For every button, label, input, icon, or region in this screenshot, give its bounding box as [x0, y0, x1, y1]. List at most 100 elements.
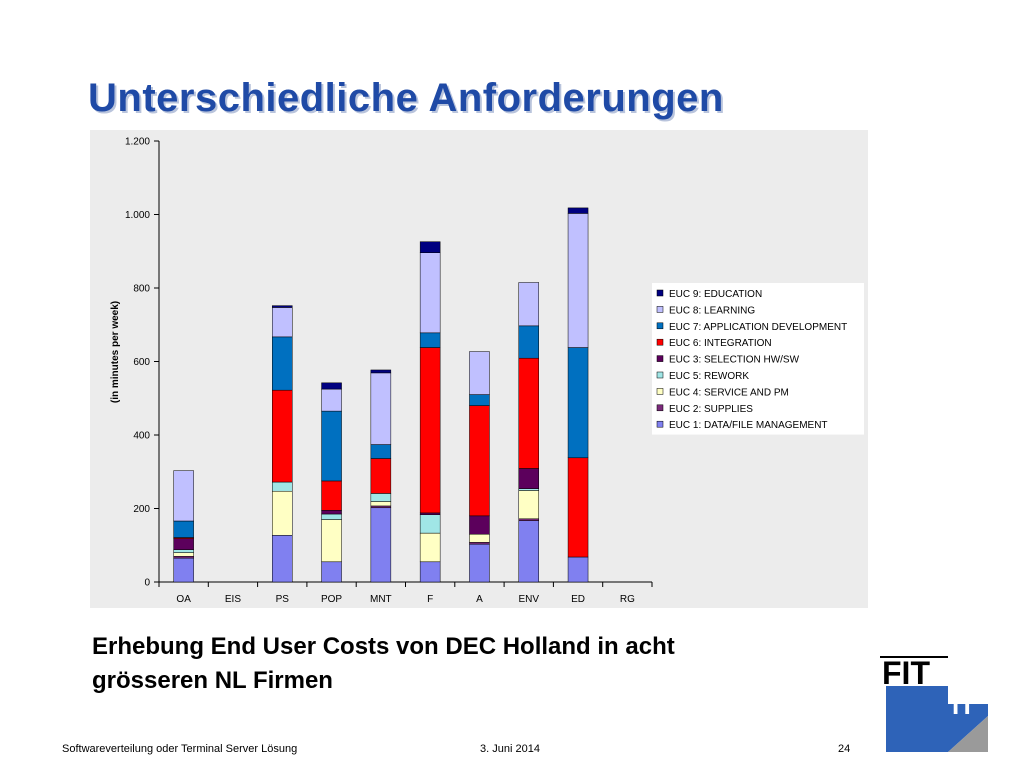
x-tick-label: MNT: [370, 594, 392, 605]
slide-title: Unterschiedliche Anforderungen: [88, 76, 724, 120]
legend-swatch: [656, 371, 664, 379]
bar-segment-oa-euc-2: [173, 556, 194, 559]
bar-segment-pop-euc-5: [321, 513, 342, 520]
bar-segment-mnt-euc-9: [370, 369, 392, 374]
bar-segment-ps-euc-6: [272, 389, 293, 483]
y-tick-label: 800: [133, 284, 150, 295]
bar-segment-ed-euc-7: [567, 347, 589, 459]
footer-date: 3. Juni 2014: [480, 743, 540, 755]
legend-label: EUC 7: APPLICATION DEVELOPMENT: [669, 322, 847, 333]
bar-segment-a-euc-1: [469, 543, 490, 583]
bar-segment-oa-euc-4: [173, 552, 194, 557]
bar-segment-ed-euc-8: [567, 213, 589, 348]
y-axis-title: (in minutes per week): [110, 301, 121, 403]
footer-page-number: 24: [838, 743, 851, 755]
x-tick-label: EIS: [225, 594, 241, 605]
chart-area: 0 200 400 600 800 1.000 1.200 OA EIS PS POP MNT F A EN…: [90, 130, 868, 608]
legend-swatch: [656, 306, 664, 313]
logo-square: [886, 686, 948, 752]
legend-swatch: [656, 388, 664, 395]
bar-segment-a-euc-4: [469, 533, 490, 543]
legend-swatch: [656, 322, 664, 330]
x-tick-label: OA: [176, 594, 191, 605]
bar-segment-oa-euc-3: [173, 538, 194, 550]
legend-label: EUC 1: DATA/FILE MANAGEMENT: [669, 420, 828, 431]
bar-segment-env-euc-8: [518, 282, 539, 327]
bar-segment-oa-euc-7: [173, 520, 194, 538]
bar-segment-f-euc-1: [419, 561, 441, 583]
legend-label: EUC 6: INTEGRATION: [669, 338, 772, 349]
logo-word-it: IT: [952, 690, 975, 720]
bar-segment-mnt-euc-2: [370, 505, 392, 509]
y-tick-label: 0: [144, 578, 150, 589]
bar-segment-a-euc-3: [469, 515, 490, 535]
legend-label: EUC 8: LEARNING: [669, 305, 755, 316]
bar-segment-f-euc-6: [419, 347, 441, 514]
bar-segment-pop-euc-1: [321, 561, 342, 583]
stacked-bar-chart: 0 200 400 600 800 1.000 1.200 OA EIS PS POP MNT F A EN…: [110, 137, 864, 605]
bar-segment-mnt-euc-7: [370, 444, 392, 459]
bar-segment-ed-euc-9: [567, 207, 589, 214]
legend-label: EUC 9: EDUCATION: [669, 289, 762, 300]
bar-segment-mnt-euc-1: [370, 507, 392, 583]
slide-subtitle: Erhebung End User Costs von DEC Holland …: [92, 630, 675, 698]
bar-segment-mnt-euc-8: [370, 372, 392, 445]
bar-segment-pop-euc-3: [321, 510, 342, 515]
bar-segment-oa-euc-5: [173, 549, 194, 553]
x-tick-label: PS: [276, 594, 290, 605]
logo-word-fit: FIT: [882, 655, 930, 691]
bar-segment-f-euc-5: [419, 514, 441, 534]
fit-it-logo: FIT IT: [880, 655, 990, 752]
bar-segment-ps-euc-5: [272, 481, 293, 492]
bar-segment-oa-euc-8: [173, 470, 194, 522]
bar-segment-oa-euc-1: [173, 557, 194, 583]
bar-segment-env-euc-4: [518, 490, 539, 520]
bar-segment-a-euc-6: [469, 405, 490, 517]
x-tick-label: POP: [321, 594, 342, 605]
bar-segment-ps-euc-4: [272, 490, 293, 536]
subtitle-line-2: grösseren NL Firmen: [92, 667, 333, 694]
bar-segment-pop-euc-8: [321, 388, 342, 412]
bar-segment-env-euc-2: [518, 518, 539, 521]
bar-segment-f-euc-7: [419, 332, 441, 348]
bar-segment-ps-euc-8: [272, 307, 293, 338]
bar-segment-ed-euc-1: [567, 556, 589, 583]
subtitle-line-1: Erhebung End User Costs von DEC Holland …: [92, 633, 675, 660]
bar-segment-env-euc-7: [518, 325, 539, 359]
bar-segment-a-euc-2: [469, 542, 490, 545]
y-tick-label: 400: [133, 431, 150, 442]
x-tick-label: ED: [571, 594, 585, 605]
bar-segment-env-euc-3: [518, 468, 539, 489]
x-tick-label: RG: [620, 594, 635, 605]
bar-segment-f-euc-8: [419, 252, 441, 334]
legend-swatch: [656, 420, 664, 428]
logo-triangle: [948, 716, 988, 752]
legend-label: EUC 4: SERVICE AND PM: [669, 387, 789, 398]
bar-segment-f-euc-4: [419, 532, 441, 563]
bar-segment-mnt-euc-5: [370, 493, 392, 502]
x-tick-label: A: [476, 594, 483, 605]
bar-segment-pop-euc-4: [321, 519, 342, 563]
bar-segment-env-euc-6: [518, 357, 539, 469]
legend-label: EUC 2: SUPPLIES: [669, 404, 753, 415]
bar-segment-env-euc-5: [518, 488, 539, 491]
bar-segment-ps-euc-1: [272, 535, 293, 583]
y-tick-label: 200: [133, 504, 150, 515]
bar-segment-mnt-euc-4: [370, 501, 392, 507]
bar-segment-f-euc-3: [419, 512, 441, 515]
legend-swatch: [656, 355, 664, 362]
bar-segment-a-euc-7: [469, 394, 490, 406]
logo-rule: [880, 656, 948, 658]
legend-label: EUC 3: SELECTION HW/SW: [669, 355, 800, 366]
footer-presentation-title: Softwareverteilung oder Terminal Server …: [62, 743, 298, 755]
logo-band: [948, 704, 988, 752]
legend-label: EUC 5: REWORK: [669, 371, 749, 382]
x-tick-label: F: [427, 594, 433, 605]
bar-segment-a-euc-8: [469, 351, 490, 395]
bar-segment-env-euc-1: [518, 520, 539, 583]
bar-segment-ps-euc-7: [272, 336, 293, 391]
x-tick-label: ENV: [518, 594, 539, 605]
legend-swatch: [656, 289, 664, 297]
y-tick-label: 1.200: [125, 137, 150, 148]
bar-segment-ed-euc-6: [567, 457, 589, 558]
